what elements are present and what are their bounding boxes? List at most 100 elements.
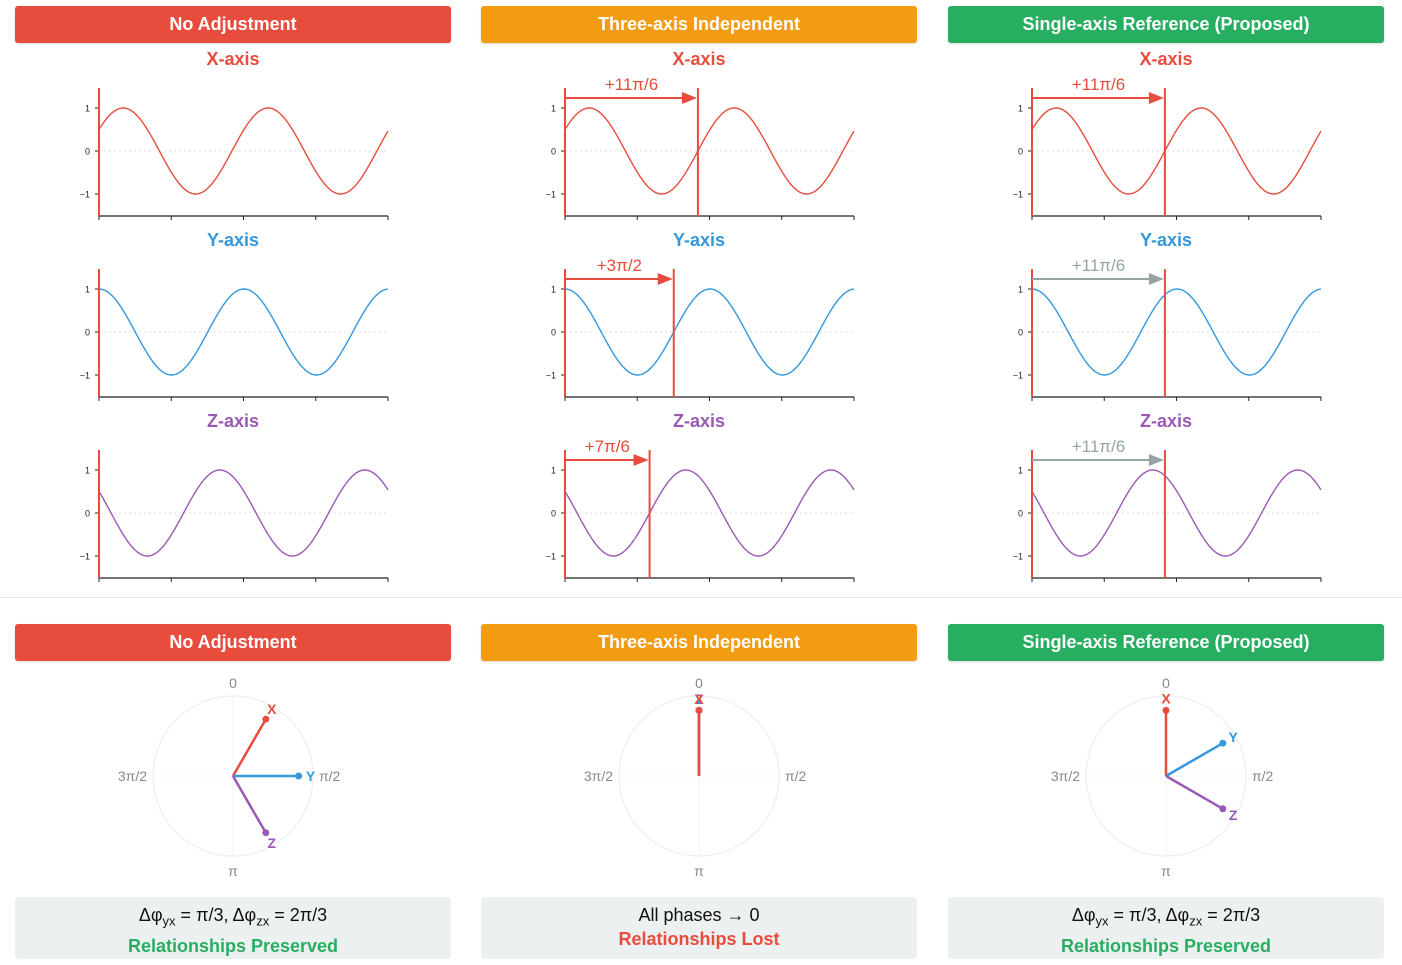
shift-label: +11π/6	[1072, 256, 1125, 275]
summary-formula: Δφyx = π/3, Δφzx = 2π/3	[1071, 905, 1261, 929]
phase-vector	[231, 718, 267, 777]
shift-label: +11π/6	[605, 75, 658, 94]
y-tick-label: 0	[1018, 509, 1023, 519]
shift-arrow-head	[633, 454, 649, 466]
header-banner-bottom: No Adjustment	[15, 624, 451, 661]
summary-formula: Δφyx = π/3, Δφzx = 2π/3	[138, 905, 328, 929]
shift-label: +3π/2	[597, 256, 642, 275]
polar-angle-label: 0	[1162, 675, 1170, 691]
polar-angle-label: π/2	[319, 768, 341, 784]
y-tick-label: 1	[85, 285, 90, 295]
waveform-plot: 1 0 −1	[80, 450, 389, 582]
phase-vector-label: Z	[268, 835, 277, 851]
axis-title: Y-axis	[1139, 230, 1193, 250]
polar-angle-label: π/2	[785, 768, 807, 784]
phase-vector-label: Y	[694, 691, 704, 707]
sine-wave	[98, 107, 389, 195]
phase-vector-label: Z	[695, 691, 704, 707]
sine-wave	[1032, 288, 1322, 376]
phase-vector-tip	[1219, 739, 1227, 747]
axis-title: Y-axis	[672, 230, 726, 250]
y-tick-label: 1	[551, 104, 556, 114]
summary-box: Δφyx = π/3, Δφzx = 2π/3 Relationships Pre…	[15, 897, 451, 959]
polar-angle-label: π/2	[1252, 768, 1274, 784]
sine-wave	[564, 469, 855, 557]
phase-vector-label: X	[1161, 690, 1171, 706]
polar-angle-label: π	[694, 863, 704, 879]
summary-status: Relationships Preserved	[127, 935, 339, 956]
phase-vector-tip	[1162, 706, 1170, 714]
waveform-plot: 1 0 −1 +11π/6	[1013, 75, 1322, 220]
phase-vector-label: X	[267, 701, 277, 717]
phase-vector-tip	[262, 715, 270, 723]
y-tick-label: 0	[551, 147, 556, 157]
y-tick-label: −1	[1013, 371, 1023, 381]
phase-polar-plot: 0 π/2 π 3π/2 X Y Z	[1051, 675, 1274, 879]
section-divider	[0, 597, 1402, 598]
summary-box: Δφyx = π/3, Δφzx = 2π/3 Relationships Pre…	[948, 897, 1384, 959]
axis-title: Y-axis	[206, 230, 260, 250]
shift-arrow-head	[1148, 273, 1164, 285]
polar-angle-label: π	[228, 863, 238, 879]
y-tick-label: 0	[1018, 147, 1023, 157]
sine-wave	[565, 288, 855, 376]
waveform-plot: 1 0 −1 +11π/6	[1013, 437, 1322, 582]
phase-vector-label: Y	[1229, 729, 1239, 745]
phase-vector-label: Z	[1229, 807, 1238, 823]
y-tick-label: 0	[551, 328, 556, 338]
waveform-plot: 1 0 −1	[80, 88, 389, 220]
y-tick-label: 1	[1018, 104, 1023, 114]
y-tick-label: 0	[85, 328, 90, 338]
axis-title: Z-axis	[672, 411, 726, 431]
shift-arrow-head	[681, 92, 697, 104]
y-tick-label: 1	[551, 466, 556, 476]
axis-title: Z-axis	[1139, 411, 1193, 431]
y-tick-label: 0	[1018, 328, 1023, 338]
phase-vector-tip	[1219, 805, 1227, 813]
phase-vector-tip	[295, 772, 303, 780]
shift-label: +11π/6	[1072, 437, 1125, 456]
polar-angle-label: 3π/2	[584, 768, 613, 784]
waveform-plot: 1 0 −1 +11π/6	[1013, 256, 1322, 401]
shift-arrow-head	[1148, 92, 1164, 104]
phase-vector-tip	[695, 706, 703, 714]
y-tick-label: 1	[551, 285, 556, 295]
y-tick-label: −1	[546, 552, 556, 562]
header-banner-bottom: Single-axis Reference (Proposed)	[948, 624, 1384, 661]
sine-wave	[1031, 107, 1322, 195]
polar-angle-label: 3π/2	[1051, 768, 1080, 784]
summary-status: Relationships Preserved	[1060, 935, 1272, 956]
axis-title: X-axis	[206, 49, 260, 69]
y-tick-label: 1	[85, 466, 90, 476]
y-tick-label: −1	[1013, 552, 1023, 562]
y-tick-label: 0	[551, 509, 556, 519]
summary-status: Relationships Lost	[618, 929, 780, 949]
axis-title: X-axis	[672, 49, 726, 69]
waveform-plot: 1 0 −1 +3π/2	[546, 256, 855, 401]
y-tick-label: 1	[85, 104, 90, 114]
polar-angle-label: 3π/2	[118, 768, 147, 784]
phase-vector-label: Y	[306, 768, 316, 784]
summary-box: All phases → 0 Relationships Lost	[481, 897, 917, 959]
waveform-plot: 1 0 −1 +7π/6	[546, 437, 855, 582]
y-tick-label: −1	[80, 190, 90, 200]
waveform-plot: 1 0 −1 +11π/6	[546, 75, 855, 220]
shift-label: +7π/6	[585, 437, 630, 456]
shift-label: +11π/6	[1072, 75, 1125, 94]
header-banner-top: Single-axis Reference (Proposed)	[948, 6, 1384, 43]
phase-vector	[1165, 742, 1224, 778]
y-tick-label: 1	[1018, 466, 1023, 476]
phase-vector-label: X	[694, 691, 704, 707]
sine-wave	[1031, 469, 1322, 557]
sine-wave	[99, 288, 389, 376]
polar-angle-label: 0	[695, 675, 703, 691]
phase-vector	[1165, 774, 1224, 810]
y-tick-label: −1	[546, 190, 556, 200]
polar-angle-label: π	[1161, 863, 1171, 879]
y-tick-label: −1	[80, 552, 90, 562]
phase-polar-plot: 0 π/2 π 3π/2 ZYX	[584, 675, 807, 879]
phase-polar-plot: 0 π/2 π 3π/2 X Y Z	[118, 675, 341, 879]
y-tick-label: −1	[80, 371, 90, 381]
header-banner-top: Three-axis Independent	[481, 6, 917, 43]
shift-arrow-head	[657, 273, 673, 285]
